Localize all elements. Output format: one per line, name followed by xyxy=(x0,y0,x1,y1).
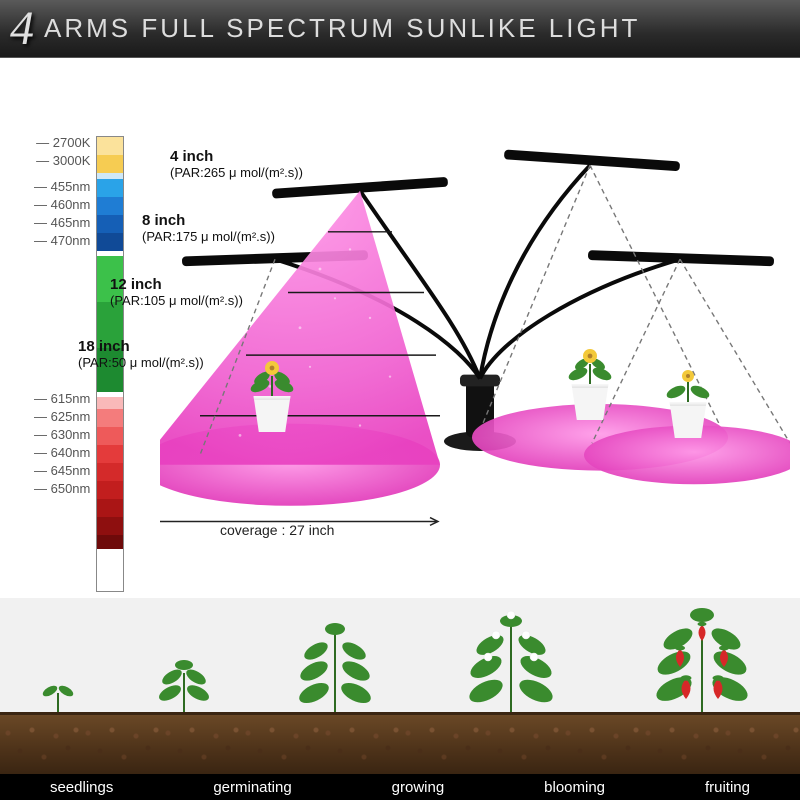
stage-label-3: blooming xyxy=(544,779,605,796)
plant-seedlings xyxy=(28,663,88,718)
header-number: 4 xyxy=(10,1,34,56)
header-title: ARMS FULL SPECTRUM SUNLIKE LIGHT xyxy=(44,13,640,44)
spectrum-tick-label: — 630nm xyxy=(34,428,90,446)
spectrum-segment xyxy=(97,215,123,233)
spectrum-segment xyxy=(97,137,123,155)
growth-stages-panel: seedlings germinating growing blooming f… xyxy=(0,598,800,800)
header-bar: 4 ARMS FULL SPECTRUM SUNLIKE LIGHT xyxy=(0,0,800,58)
level-0-par: (PAR:265 μ mol/(m².s)) xyxy=(170,165,303,180)
spectrum-segment xyxy=(97,197,123,215)
spectrum-segment xyxy=(97,179,123,197)
plant-germinating xyxy=(144,643,224,718)
spectrum-tick-label: — 625nm xyxy=(34,410,90,428)
level-3: 18 inch (PAR:50 μ mol/(m².s)) xyxy=(78,338,204,370)
level-1: 8 inch (PAR:175 μ mol/(m².s)) xyxy=(142,212,275,244)
level-1-height: 8 inch xyxy=(142,212,185,229)
spectrum-tick-label: — 465nm xyxy=(34,216,90,234)
stage-labels: seedlings germinating growing blooming f… xyxy=(0,774,800,800)
spectrum-tick-label: — 460nm xyxy=(34,198,90,216)
level-2: 12 inch (PAR:105 μ mol/(m².s)) xyxy=(110,276,243,308)
soil-strip xyxy=(0,712,800,774)
spectrum-tick-label: — 645nm xyxy=(34,464,90,482)
level-3-height: 18 inch xyxy=(78,338,130,355)
level-2-par: (PAR:105 μ mol/(m².s)) xyxy=(110,293,243,308)
plant-blooming xyxy=(446,595,576,718)
level-1-par: (PAR:175 μ mol/(m².s)) xyxy=(142,229,275,244)
spectrum-segment xyxy=(97,409,123,427)
spectrum-segment xyxy=(97,397,123,409)
spectrum-segment xyxy=(97,481,123,499)
lamp-diagram: 4 inch (PAR:265 μ mol/(m².s)) 8 inch (PA… xyxy=(160,132,790,588)
spectrum-tick-label: — 650nm xyxy=(34,482,90,500)
plant-fruiting xyxy=(632,589,772,718)
spectrum-segment xyxy=(97,155,123,173)
spectrum-segment xyxy=(97,499,123,517)
spectrum-segment xyxy=(97,517,123,535)
spectrum-tick-label: — 3000K xyxy=(34,154,90,172)
stage-label-0: seedlings xyxy=(50,779,113,796)
plant-growing xyxy=(280,609,390,718)
spectrum-segment xyxy=(97,233,123,251)
stage-label-2: growing xyxy=(392,779,445,796)
pot-plant-mid xyxy=(568,384,612,420)
main-panel: — 2700K— 3000K — 455nm— 460nm— 465nm— 470… xyxy=(0,58,800,598)
spectrum-segment xyxy=(97,463,123,481)
coverage-label: coverage : 27 inch xyxy=(220,522,334,538)
level-2-height: 12 inch xyxy=(110,276,162,293)
stage-label-4: fruiting xyxy=(705,779,750,796)
pot-plant-right xyxy=(666,402,710,438)
spectrum-tick-label: — 615nm xyxy=(34,392,90,410)
stage-label-1: germinating xyxy=(213,779,291,796)
plants-row xyxy=(0,588,800,718)
spectrum-segment xyxy=(97,535,123,549)
spectrum-segment xyxy=(97,427,123,445)
level-0-height: 4 inch xyxy=(170,148,213,165)
spectrum-segment xyxy=(97,445,123,463)
level-3-par: (PAR:50 μ mol/(m².s)) xyxy=(78,355,204,370)
pot-plant-left xyxy=(250,396,294,432)
spectrum-tick-label: — 455nm xyxy=(34,180,90,198)
spectrum-tick-label: — 470nm xyxy=(34,234,90,252)
spectrum-tick-label: — 2700K xyxy=(34,136,90,154)
level-0: 4 inch (PAR:265 μ mol/(m².s)) xyxy=(170,148,303,180)
spectrum-tick-label: — 640nm xyxy=(34,446,90,464)
